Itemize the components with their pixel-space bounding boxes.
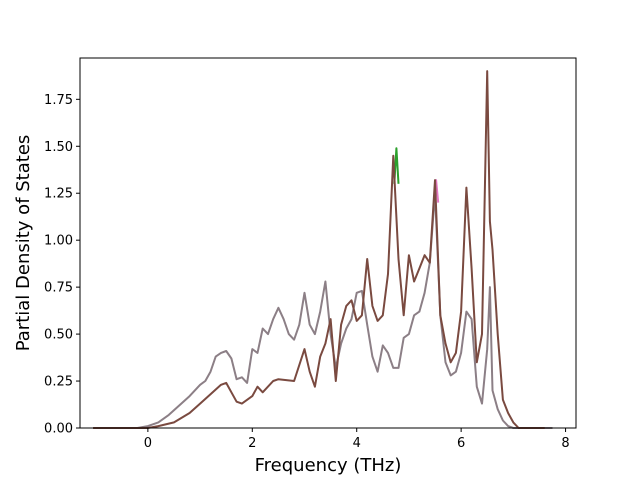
y-tick-label: 1.50 xyxy=(44,140,73,155)
x-axis-title: Frequency (THz) xyxy=(255,455,402,476)
x-tick-label: 2 xyxy=(248,436,256,451)
pdos-line-2 xyxy=(93,70,545,429)
y-tick-label: 0.25 xyxy=(44,375,73,390)
plot-frame xyxy=(79,57,577,429)
y-axis-title: Partial Density of States xyxy=(13,135,34,352)
y-tick-label: 1.00 xyxy=(44,234,73,249)
x-axis: 0 2 4 6 8 xyxy=(144,428,570,451)
x-tick-label: 8 xyxy=(561,436,569,451)
y-tick-label: 0.00 xyxy=(44,422,73,437)
y-axis: 0.00 0.25 0.50 0.75 1.00 1.25 1.50 1.75 xyxy=(44,93,80,437)
y-tick-label: 0.75 xyxy=(44,281,73,296)
series-layer xyxy=(93,70,553,429)
y-tick-label: 0.50 xyxy=(44,328,73,343)
x-tick-label: 0 xyxy=(144,436,152,451)
x-tick-label: 6 xyxy=(457,436,465,451)
x-tick-label: 4 xyxy=(353,436,361,451)
y-tick-label: 1.25 xyxy=(44,187,73,202)
pdos-line-1 xyxy=(93,192,553,429)
y-tick-label: 1.75 xyxy=(44,93,73,108)
